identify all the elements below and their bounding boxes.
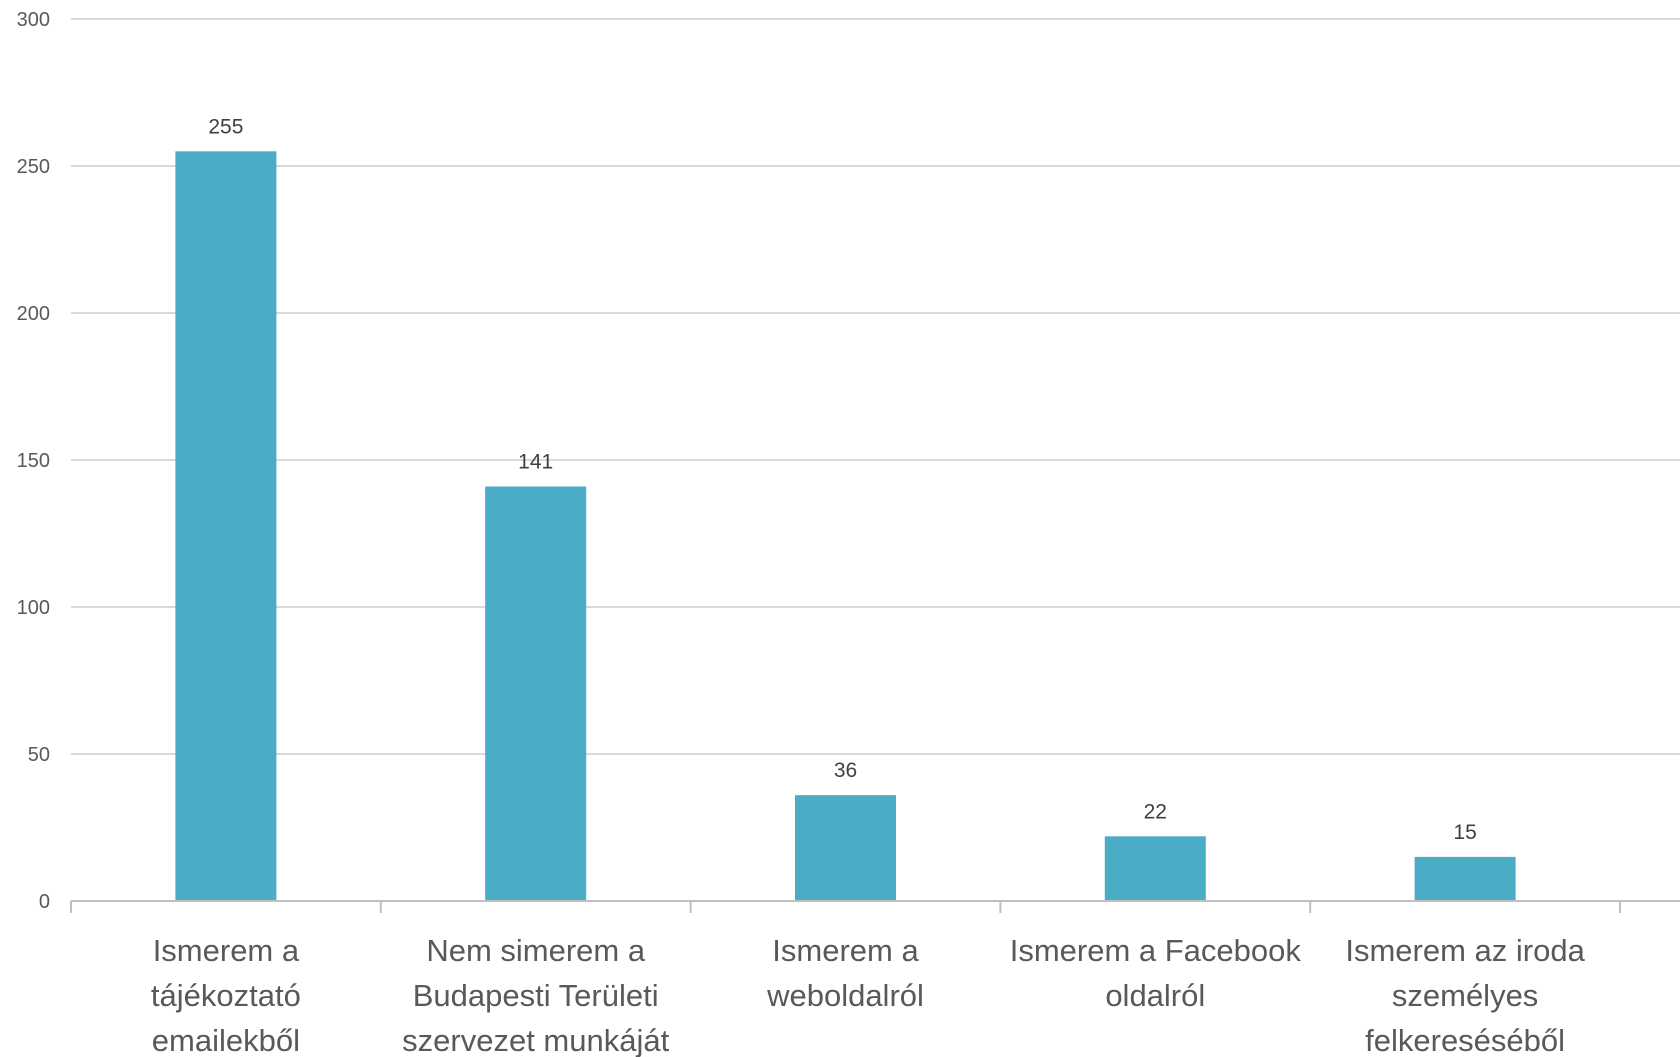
y-axis-ticks: 0 50 100 150 200 250 300 [17, 9, 50, 913]
data-label: 255 [208, 115, 243, 138]
y-tick-label: 150 [17, 450, 50, 472]
bar [1414, 856, 1516, 901]
y-tick-label: 250 [17, 156, 50, 178]
data-label: 22 [1144, 800, 1167, 823]
data-label: 36 [834, 759, 857, 782]
y-tick-label: 50 [28, 744, 50, 766]
y-tick-label: 100 [17, 597, 50, 619]
bar [175, 151, 277, 902]
bar [1104, 836, 1206, 901]
y-tick-label: 0 [39, 891, 50, 913]
data-labels: 255 141 36 22 15 [208, 115, 1476, 844]
x-tick-label: Ismerem a tájékoztató emailekből [151, 933, 301, 1057]
y-tick-label: 300 [17, 9, 50, 31]
x-tick-label: Ismerem a Facebook oldalról [1010, 933, 1302, 1013]
x-axis [70, 900, 1680, 913]
x-tick-label: Nem simerem a Budapesti Területi szervezet… [402, 933, 669, 1057]
data-label: 141 [518, 450, 553, 473]
gridlines [71, 18, 1680, 755]
x-tick-label: Ismerem az iroda személyes felkereséséből [1345, 933, 1585, 1057]
bar [485, 486, 587, 901]
category-labels: Ismerem a tájékoztató emailekből Nem simere… [151, 933, 1586, 1057]
x-tick-label: Ismerem a weboldalról [766, 933, 924, 1013]
bars [175, 151, 1516, 902]
y-tick-label: 200 [17, 303, 50, 325]
data-label: 15 [1453, 821, 1476, 844]
bar [795, 795, 896, 901]
